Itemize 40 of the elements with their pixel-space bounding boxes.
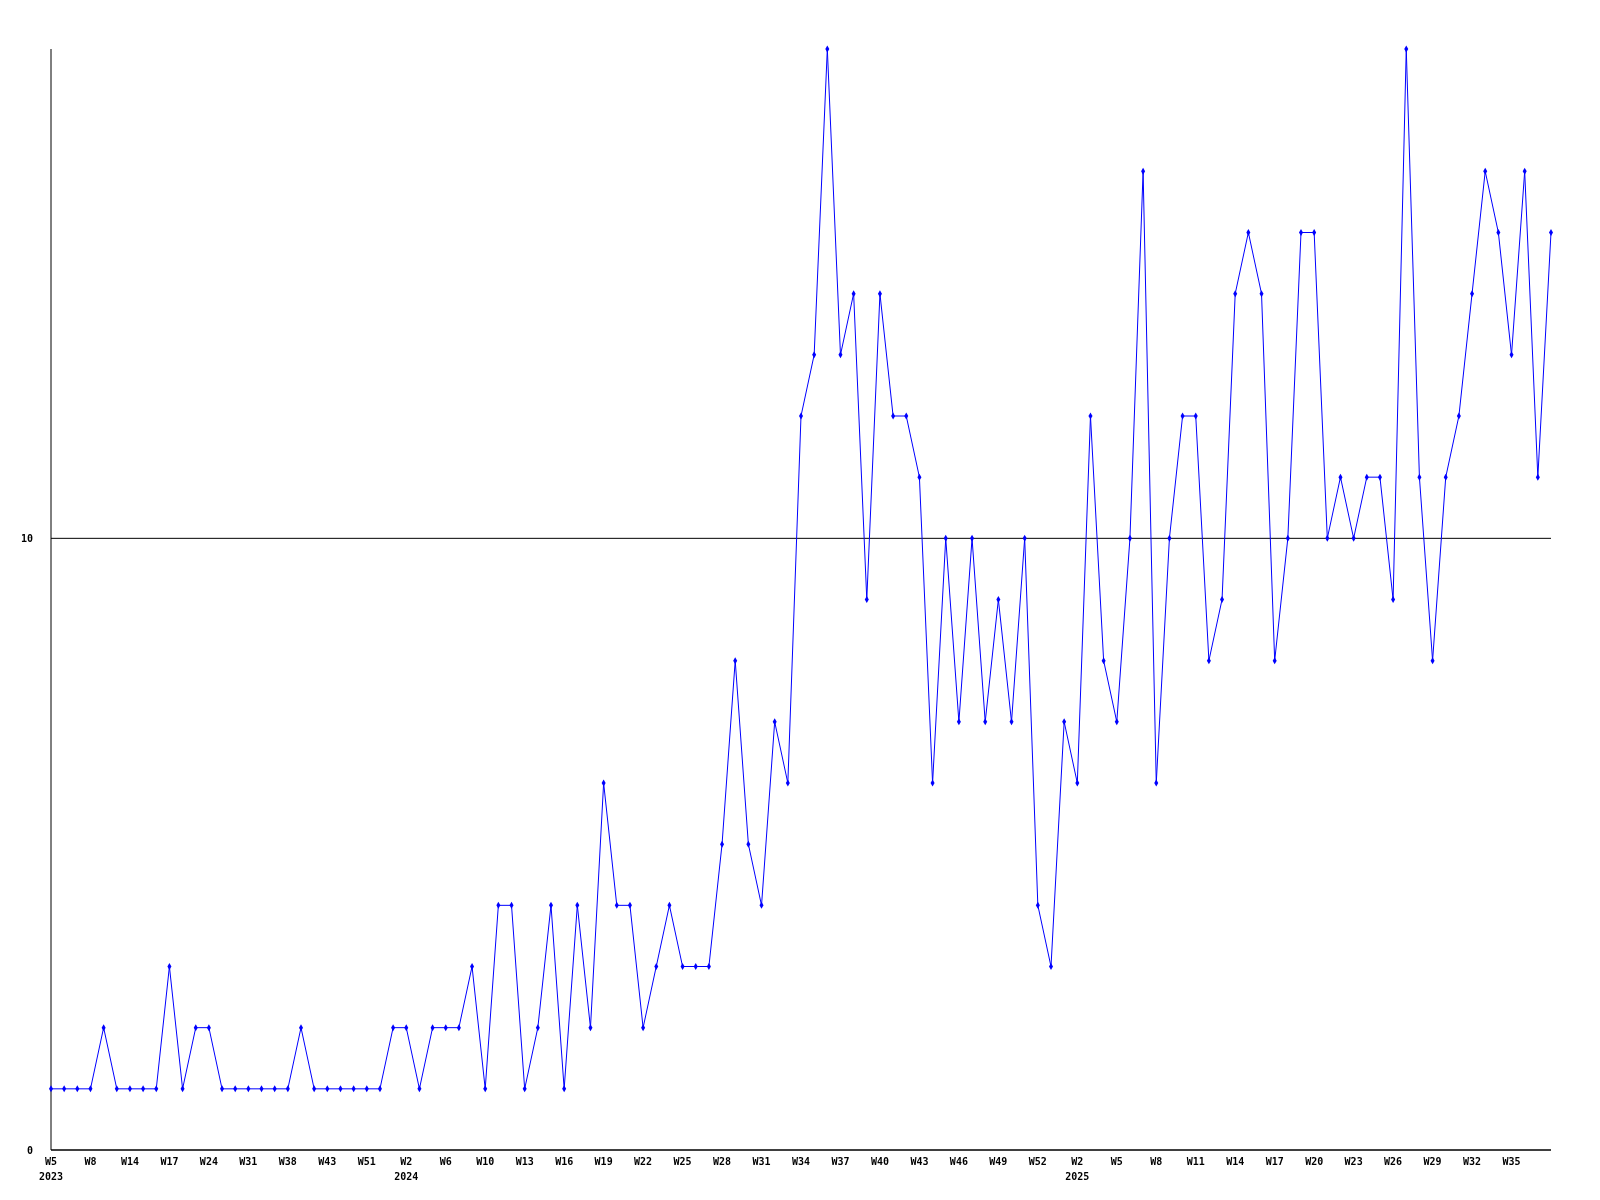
x-tick-label: W49 [989, 1156, 1008, 1167]
x-tick-label: W51 [357, 1156, 376, 1167]
x-tick-label: W8 [1150, 1156, 1163, 1167]
x-tick-label: W31 [239, 1156, 258, 1167]
x-tick-label: W5 [1110, 1156, 1123, 1167]
x-tick-label: W6 [439, 1156, 452, 1167]
x-tick-label: W29 [1423, 1156, 1442, 1167]
x-tick-label: W20 [1305, 1156, 1324, 1167]
x-tick-label: W8 [84, 1156, 97, 1167]
x-tick-label: W14 [120, 1156, 139, 1167]
x-tick-label: W46 [949, 1156, 968, 1167]
x-tick-label: W13 [515, 1156, 534, 1167]
y-tick-label: 10 [20, 532, 33, 544]
x-tick-label: W43 [318, 1156, 337, 1167]
x-tick-label: W2 2025 [1065, 1156, 1090, 1182]
x-tick-label: W40 [870, 1156, 889, 1167]
x-tick-label: W38 [278, 1156, 297, 1167]
x-tick-label: W5 2023 [38, 1156, 64, 1182]
x-tick-label: W37 [831, 1156, 850, 1167]
x-tick-label: W34 [791, 1156, 811, 1167]
x-tick-label: W2 2024 [394, 1156, 419, 1182]
x-tick-label: W28 [713, 1156, 732, 1167]
x-tick-label: W11 [1186, 1156, 1205, 1167]
x-tick-label: W23 [1344, 1156, 1363, 1167]
y-tick-label: 0 [26, 1144, 33, 1156]
x-tick-label: W16 [555, 1156, 574, 1167]
x-tick-label: W24 [199, 1156, 218, 1167]
x-tick-label: W17 [1265, 1156, 1284, 1167]
x-tick-label: W43 [910, 1156, 929, 1167]
x-tick-label: W10 [476, 1156, 495, 1167]
x-tick-label: W26 [1384, 1156, 1403, 1167]
x-tick-label: W31 [752, 1156, 771, 1167]
x-tick-label: W22 [634, 1156, 653, 1167]
x-tick-label: W52 [1028, 1156, 1047, 1167]
x-tick-label: W25 [673, 1156, 692, 1167]
x-tick-label: W17 [160, 1156, 179, 1167]
x-tick-label: W19 [594, 1156, 613, 1167]
x-tick-label: W14 [1226, 1156, 1245, 1167]
x-tick-label: W35 [1502, 1156, 1521, 1167]
x-tick-label: W32 [1463, 1156, 1482, 1167]
